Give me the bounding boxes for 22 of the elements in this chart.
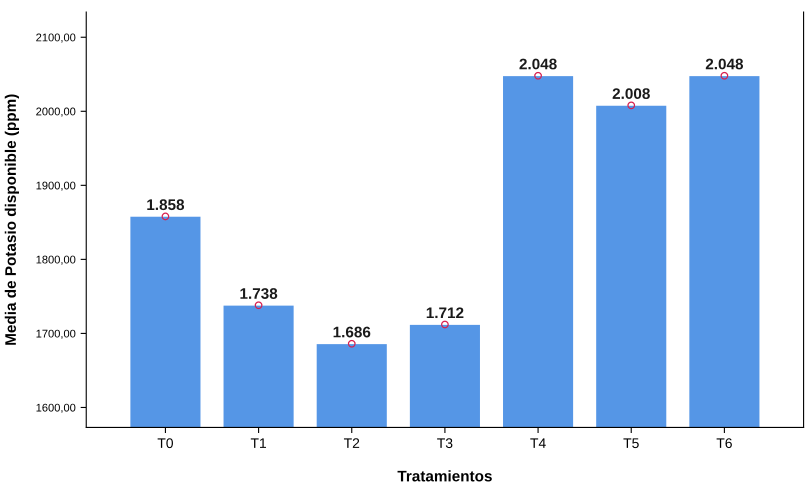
y-tick-label: 1600,00 <box>36 404 76 413</box>
y-tick-label: 1700,00 <box>36 330 76 339</box>
y-tick-label: 2100,00 <box>36 34 76 43</box>
data-label: 1.738 <box>240 288 278 299</box>
x-tick-label: T4 <box>530 438 546 448</box>
data-label: 1.858 <box>147 199 184 210</box>
data-label: 2.048 <box>519 58 557 70</box>
x-axis-title: Tratamientos <box>398 470 492 482</box>
y-tick-label: 2000,00 <box>36 108 76 117</box>
data-label: 1.686 <box>334 326 370 338</box>
y-axis-title: Media de Potasio disponible (ppm) <box>4 94 19 345</box>
x-tick-label: T3 <box>437 438 452 448</box>
x-tick-label: T6 <box>716 438 732 448</box>
x-tick-label: T2 <box>344 438 360 448</box>
y-tick-label: 1900,00 <box>36 182 76 191</box>
y-tick-label: 1800,00 <box>36 256 76 265</box>
x-tick-label: T1 <box>250 438 266 448</box>
data-label: 2.008 <box>612 88 650 100</box>
data-label: 1.712 <box>426 307 464 318</box>
data-label: 2.048 <box>706 58 744 70</box>
x-tick-label: T5 <box>623 438 639 448</box>
x-tick-label: T0 <box>158 438 173 448</box>
